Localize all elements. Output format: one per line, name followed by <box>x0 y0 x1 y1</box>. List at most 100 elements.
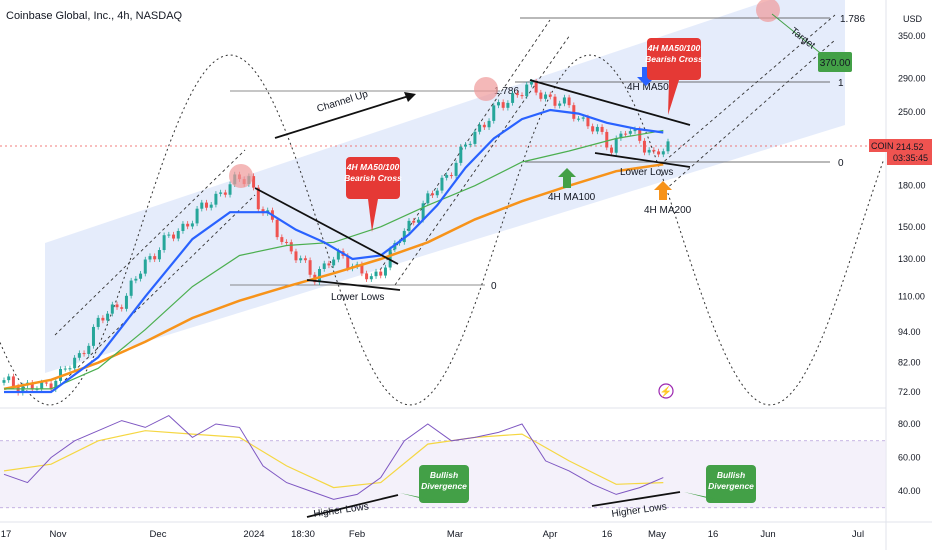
candle-body <box>327 263 331 266</box>
channel-up-arrow <box>274 94 413 139</box>
target-value: 370.00 <box>820 58 851 69</box>
candle-body <box>87 345 91 354</box>
ma100-line <box>4 129 664 390</box>
time-tick: Jun <box>760 529 775 540</box>
candle-body <box>209 204 213 208</box>
candle-body <box>529 81 533 85</box>
candle-body <box>186 223 190 227</box>
target-line <box>771 13 825 57</box>
candle-body <box>515 93 519 96</box>
candle-body <box>666 141 670 152</box>
candle-body <box>219 192 223 194</box>
candle-body <box>303 258 307 261</box>
candle-body <box>647 149 651 153</box>
candle-body <box>402 230 406 243</box>
candle-body <box>421 203 425 220</box>
price-tick-180: 180.00 <box>898 181 926 191</box>
time-tick: 16 <box>708 529 719 540</box>
rsi-higher-lows-1 <box>306 494 399 518</box>
candle-body <box>473 131 477 144</box>
time-tick: Apr <box>543 529 558 540</box>
candle-body <box>157 250 161 260</box>
candle-body <box>110 304 114 314</box>
fib-1-label: 1 <box>838 78 844 89</box>
candle-body <box>360 264 364 274</box>
candle-body <box>44 382 48 384</box>
candle-body <box>558 103 562 106</box>
candle-body <box>586 117 590 127</box>
candle-body <box>299 258 303 261</box>
candle-body <box>153 256 157 260</box>
candle-body <box>426 193 430 204</box>
candle-body <box>614 138 618 153</box>
candle-body <box>577 118 581 120</box>
fib-0-a-label: 0 <box>491 281 497 292</box>
rsi-tick-80: 80.00 <box>898 419 921 429</box>
candle-body <box>652 149 656 152</box>
candle-body <box>228 184 232 195</box>
candle-body <box>374 271 378 277</box>
candle-body <box>30 382 34 390</box>
candle-body <box>280 237 284 242</box>
candle-body <box>609 147 613 153</box>
candle-body <box>365 273 369 280</box>
time-tick: Nov <box>50 529 67 540</box>
event-icon[interactable] <box>658 383 674 399</box>
ma200-arrow-head <box>654 181 672 190</box>
ma200-arrow-body <box>659 190 667 200</box>
candle-body <box>2 380 6 383</box>
candle-body <box>200 202 204 209</box>
candle-body <box>59 368 63 381</box>
time-tick: 17 <box>1 529 12 540</box>
candle-body <box>172 234 176 239</box>
candle-body <box>63 368 67 370</box>
candle-body <box>369 276 373 280</box>
candle-body <box>96 317 100 327</box>
candle-body <box>129 280 133 296</box>
fib-1786-b-label: 1.786 <box>840 14 865 25</box>
target-badge <box>818 52 852 72</box>
time-tick: Jul <box>852 529 864 540</box>
bearish-cross-bubble-1-tip <box>368 199 378 232</box>
candle-body <box>482 124 486 128</box>
candle-body <box>148 256 152 260</box>
price-tick-110: 110.00 <box>898 292 925 302</box>
candle-body <box>544 94 548 99</box>
candle-body <box>195 208 199 224</box>
bullish-div-bubble-1-text-0: Bullish <box>430 470 458 480</box>
event-icon-glyph: ⚡ <box>660 385 672 398</box>
candle-body <box>501 102 505 108</box>
time-cycle-wave <box>0 54 885 406</box>
fib-1786-a-label: 1.786 <box>494 86 519 97</box>
candle-body <box>567 97 571 106</box>
candle-body <box>332 259 336 266</box>
currency-label: USD <box>903 14 923 24</box>
lower-lows-label-1: Lower Lows <box>331 292 384 303</box>
candle-body <box>591 126 595 132</box>
bullish-div-bubble-1-text-1: Divergence <box>421 481 467 491</box>
price-tag-countdown: 03:35:45 <box>893 153 928 163</box>
price-tick-150: 150.00 <box>898 222 926 232</box>
candle-body <box>68 368 72 370</box>
candle-body <box>289 242 293 252</box>
candle-body <box>642 140 646 153</box>
candle-body <box>496 102 500 106</box>
candle-body <box>139 273 143 279</box>
price-tick-250: 250.00 <box>898 107 926 117</box>
candle-body <box>101 317 105 321</box>
price-tag-value: 214.52 <box>896 142 924 152</box>
candle-body <box>624 133 628 135</box>
bearish-cross-bubble-2-tip <box>668 80 679 115</box>
candle-body <box>605 131 609 148</box>
ma50-arrow-body <box>642 67 650 77</box>
candle-body <box>416 219 420 223</box>
candle-body <box>487 120 491 128</box>
candle-body <box>581 117 585 119</box>
candle-body <box>619 133 623 139</box>
candle-body <box>106 313 110 321</box>
time-tick: 16 <box>602 529 613 540</box>
candle-body <box>11 376 15 387</box>
bullish-div-bubble-2-text-0: Bullish <box>717 470 745 480</box>
